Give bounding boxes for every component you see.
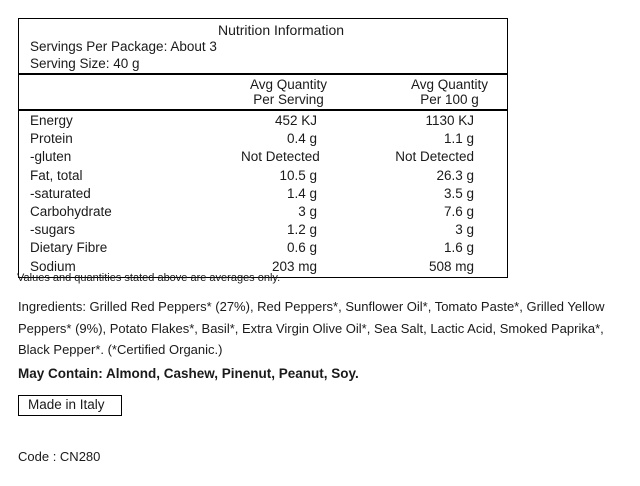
per-100g-value: 7.6 g: [443, 203, 474, 219]
nutrient-label: Dietary Fibre: [30, 240, 108, 256]
nutrient-label: Energy: [30, 113, 73, 128]
serving-size-line: Serving Size: 40 g: [30, 55, 140, 71]
per-serving-value: Not Detected: [241, 149, 320, 165]
per-100g-value: Not Detected: [395, 149, 474, 165]
table-row-carbohydrate: Carbohydrate 3 g 7.6 g: [19, 203, 507, 221]
per-serving-value: 1.2 g: [286, 222, 317, 238]
per-serving-value: 3 g: [298, 203, 317, 219]
per-100g-value: 3 g: [455, 222, 474, 238]
table-row-protein: Protein 0.4 g 1.1 g: [19, 130, 507, 148]
per-100g-value: 508 mg: [428, 258, 474, 274]
per-serving-header-line1: Avg Quantity: [249, 77, 328, 92]
table-row-gluten: -gluten Not Detected Not Detected: [19, 148, 507, 166]
nutrition-rows: Energy 452 KJ 1130 KJ Protein 0.4 g 1.1 …: [19, 111, 507, 277]
nutrient-label: Fat, total: [30, 167, 83, 183]
nutrition-title: Nutrition Information: [217, 22, 345, 38]
nutrient-label: Carbohydrate: [30, 203, 112, 219]
table-row-sodium: Sodium 203 mg 508 mg: [19, 258, 507, 276]
table-row-sugars: -sugars 1.2 g 3 g: [19, 221, 507, 239]
origin-label: Made in Italy: [28, 397, 105, 412]
column-header-row: Avg Quantity Per Serving Avg Quantity Pe…: [19, 75, 507, 111]
per-serving-value: 0.4 g: [286, 131, 317, 147]
per-serving-value: 1.4 g: [286, 185, 317, 201]
column-header-empty: [19, 77, 241, 107]
averages-footnote: Values and quantities stated above are a…: [17, 272, 281, 284]
per-serving-value: 0.6 g: [286, 240, 317, 256]
per-serving-value: 203 mg: [271, 258, 317, 274]
per-100g-header-line2: Per 100 g: [420, 92, 479, 107]
per-serving-value: 10.5 g: [279, 167, 317, 183]
table-row-saturated: -saturated 1.4 g 3.5 g: [19, 185, 507, 203]
per-100g-value: 26.3 g: [436, 167, 474, 183]
per-serving-header-line2: Per Serving: [253, 92, 324, 107]
per-100g-value: 3.5 g: [443, 185, 474, 201]
column-header-per-serving: Avg Quantity Per Serving: [241, 77, 336, 107]
nutrient-label: -saturated: [30, 185, 91, 201]
may-contain-text: May Contain: Almond, Cashew, Pinenut, Pe…: [18, 366, 359, 381]
nutrient-label: -sugars: [30, 222, 76, 238]
table-row-dietary-fibre: Dietary Fibre 0.6 g 1.6 g: [19, 239, 507, 257]
table-row-energy: Energy 452 KJ 1130 KJ: [19, 112, 507, 130]
per-100g-value: 1.1 g: [443, 131, 474, 147]
nutrient-label: Sodium: [30, 258, 76, 274]
servings-per-package-line: Servings Per Package: About 3: [30, 39, 217, 54]
column-header-per-100g: Avg Quantity Per 100 g: [336, 77, 507, 107]
per-100g-header-line1: Avg Quantity: [410, 77, 489, 92]
nutrition-panel: Nutrition Information Servings Per Packa…: [18, 18, 508, 278]
table-row-fat-total: Fat, total 10.5 g 26.3 g: [19, 167, 507, 185]
panel-header-section: Nutrition Information Servings Per Packa…: [19, 19, 507, 75]
nutrient-label: Protein: [30, 131, 73, 147]
per-100g-value: 1.6 g: [443, 240, 474, 256]
per-100g-value: 1130 KJ: [425, 113, 474, 128]
nutrient-label: -gluten: [30, 149, 72, 165]
ingredients-text: Ingredients: Grilled Red Peppers* (27%),…: [18, 299, 605, 357]
made-in-italy-box: Made in Italy: [18, 395, 122, 416]
per-serving-value: 452 KJ: [274, 113, 317, 128]
product-code: Code : CN280: [18, 449, 101, 464]
